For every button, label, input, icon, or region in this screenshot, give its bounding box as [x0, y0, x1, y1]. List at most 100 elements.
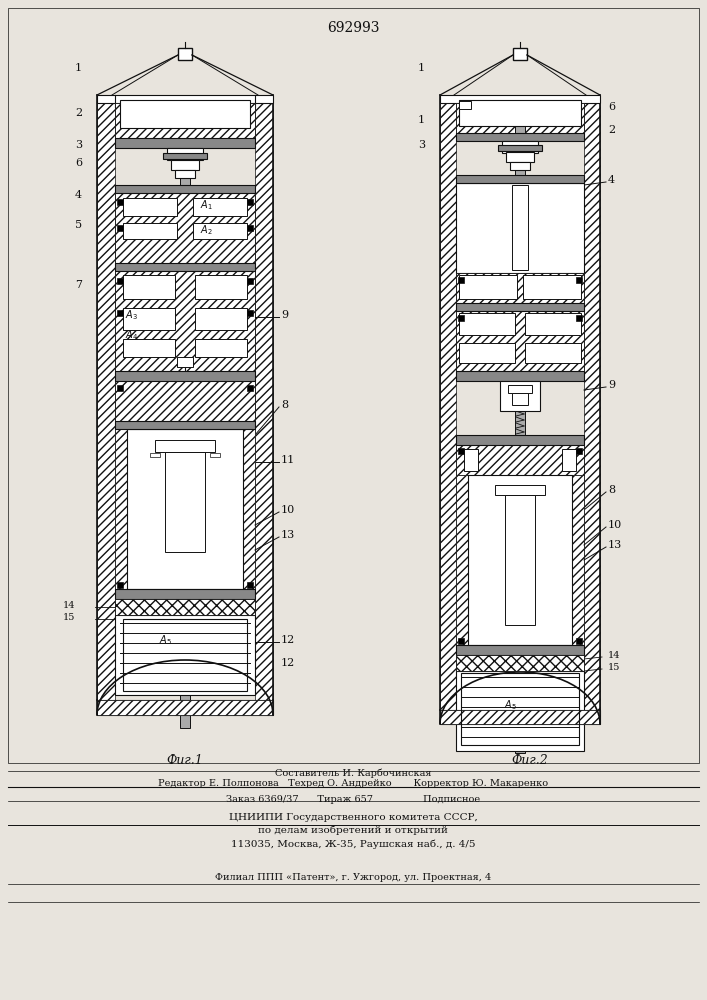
- Bar: [150, 453, 160, 457]
- Bar: [175, 170, 195, 178]
- Bar: [512, 393, 528, 405]
- Text: 15: 15: [608, 662, 620, 672]
- Bar: [458, 315, 464, 321]
- Bar: [440, 95, 600, 103]
- Text: $A_3$: $A_3$: [125, 308, 138, 322]
- Text: 3: 3: [418, 140, 425, 150]
- Bar: [456, 175, 584, 183]
- Bar: [195, 339, 247, 357]
- Bar: [572, 475, 584, 645]
- Text: 10: 10: [281, 505, 296, 515]
- Text: 9: 9: [281, 310, 288, 320]
- Bar: [180, 138, 190, 728]
- Text: $A_1$: $A_1$: [200, 198, 213, 212]
- Bar: [115, 429, 127, 589]
- Bar: [508, 385, 532, 393]
- Bar: [572, 475, 584, 645]
- Text: 8: 8: [608, 485, 615, 495]
- Text: $A_5$: $A_5$: [503, 698, 517, 712]
- Bar: [115, 599, 255, 615]
- Bar: [459, 101, 471, 109]
- Bar: [456, 671, 584, 751]
- Bar: [177, 357, 193, 367]
- Bar: [506, 152, 534, 162]
- Bar: [115, 193, 255, 263]
- Bar: [576, 638, 582, 644]
- Bar: [117, 582, 123, 588]
- Bar: [456, 103, 584, 133]
- Bar: [195, 275, 247, 299]
- Bar: [523, 275, 581, 299]
- Text: ЦНИИПИ Государственного комитета СССР,: ЦНИИПИ Государственного комитета СССР,: [228, 812, 477, 822]
- Bar: [247, 582, 253, 588]
- Text: 11: 11: [281, 455, 296, 465]
- Bar: [115, 371, 255, 381]
- Bar: [458, 277, 464, 283]
- Bar: [498, 145, 542, 151]
- Bar: [117, 278, 123, 284]
- Bar: [456, 655, 584, 671]
- Text: 12: 12: [281, 635, 296, 645]
- Bar: [500, 381, 540, 411]
- Text: 5: 5: [75, 220, 82, 230]
- Bar: [505, 495, 535, 625]
- Bar: [155, 440, 215, 452]
- Bar: [247, 199, 253, 205]
- Bar: [247, 278, 253, 284]
- Bar: [123, 223, 177, 239]
- Bar: [117, 310, 123, 316]
- Text: $A_4$: $A_4$: [125, 328, 138, 342]
- Text: 6: 6: [608, 102, 615, 112]
- Bar: [97, 95, 115, 700]
- Text: 113035, Москва, Ж-35, Раушская наб., д. 4/5: 113035, Москва, Ж-35, Раушская наб., д. …: [230, 839, 475, 849]
- Bar: [123, 308, 175, 330]
- Bar: [243, 429, 255, 589]
- Bar: [440, 710, 600, 724]
- Bar: [468, 475, 572, 645]
- Bar: [515, 103, 525, 753]
- Bar: [117, 225, 123, 231]
- Bar: [584, 95, 600, 710]
- Bar: [123, 619, 247, 691]
- Bar: [171, 160, 199, 170]
- Bar: [440, 95, 456, 710]
- Bar: [456, 445, 584, 475]
- Bar: [576, 315, 582, 321]
- Bar: [456, 475, 468, 645]
- Bar: [117, 199, 123, 205]
- Text: 12: 12: [281, 658, 296, 668]
- Bar: [255, 95, 273, 700]
- Bar: [247, 310, 253, 316]
- Text: 8: 8: [281, 400, 288, 410]
- Bar: [115, 138, 255, 148]
- Bar: [165, 452, 205, 552]
- Text: $A_2$: $A_2$: [200, 223, 213, 237]
- Bar: [120, 100, 250, 128]
- Bar: [115, 615, 255, 695]
- Bar: [464, 449, 478, 471]
- Bar: [97, 700, 273, 715]
- Text: 14: 14: [62, 600, 75, 609]
- Bar: [167, 148, 203, 160]
- Bar: [115, 421, 255, 429]
- Bar: [115, 263, 255, 271]
- Text: 2: 2: [608, 125, 615, 135]
- Bar: [97, 95, 273, 103]
- Bar: [97, 700, 273, 715]
- Text: 9: 9: [608, 380, 615, 390]
- Bar: [123, 339, 175, 357]
- Bar: [195, 308, 247, 330]
- Text: 6: 6: [75, 158, 82, 168]
- Bar: [178, 48, 192, 60]
- Bar: [513, 48, 527, 60]
- Text: 13: 13: [281, 530, 296, 540]
- Bar: [115, 589, 255, 599]
- Bar: [247, 225, 253, 231]
- Text: 692993: 692993: [327, 21, 379, 35]
- Bar: [458, 448, 464, 454]
- Bar: [576, 277, 582, 283]
- Bar: [502, 141, 538, 153]
- Text: Фиг.2: Фиг.2: [512, 754, 549, 766]
- Text: 1: 1: [418, 63, 425, 73]
- Text: 1: 1: [75, 63, 82, 73]
